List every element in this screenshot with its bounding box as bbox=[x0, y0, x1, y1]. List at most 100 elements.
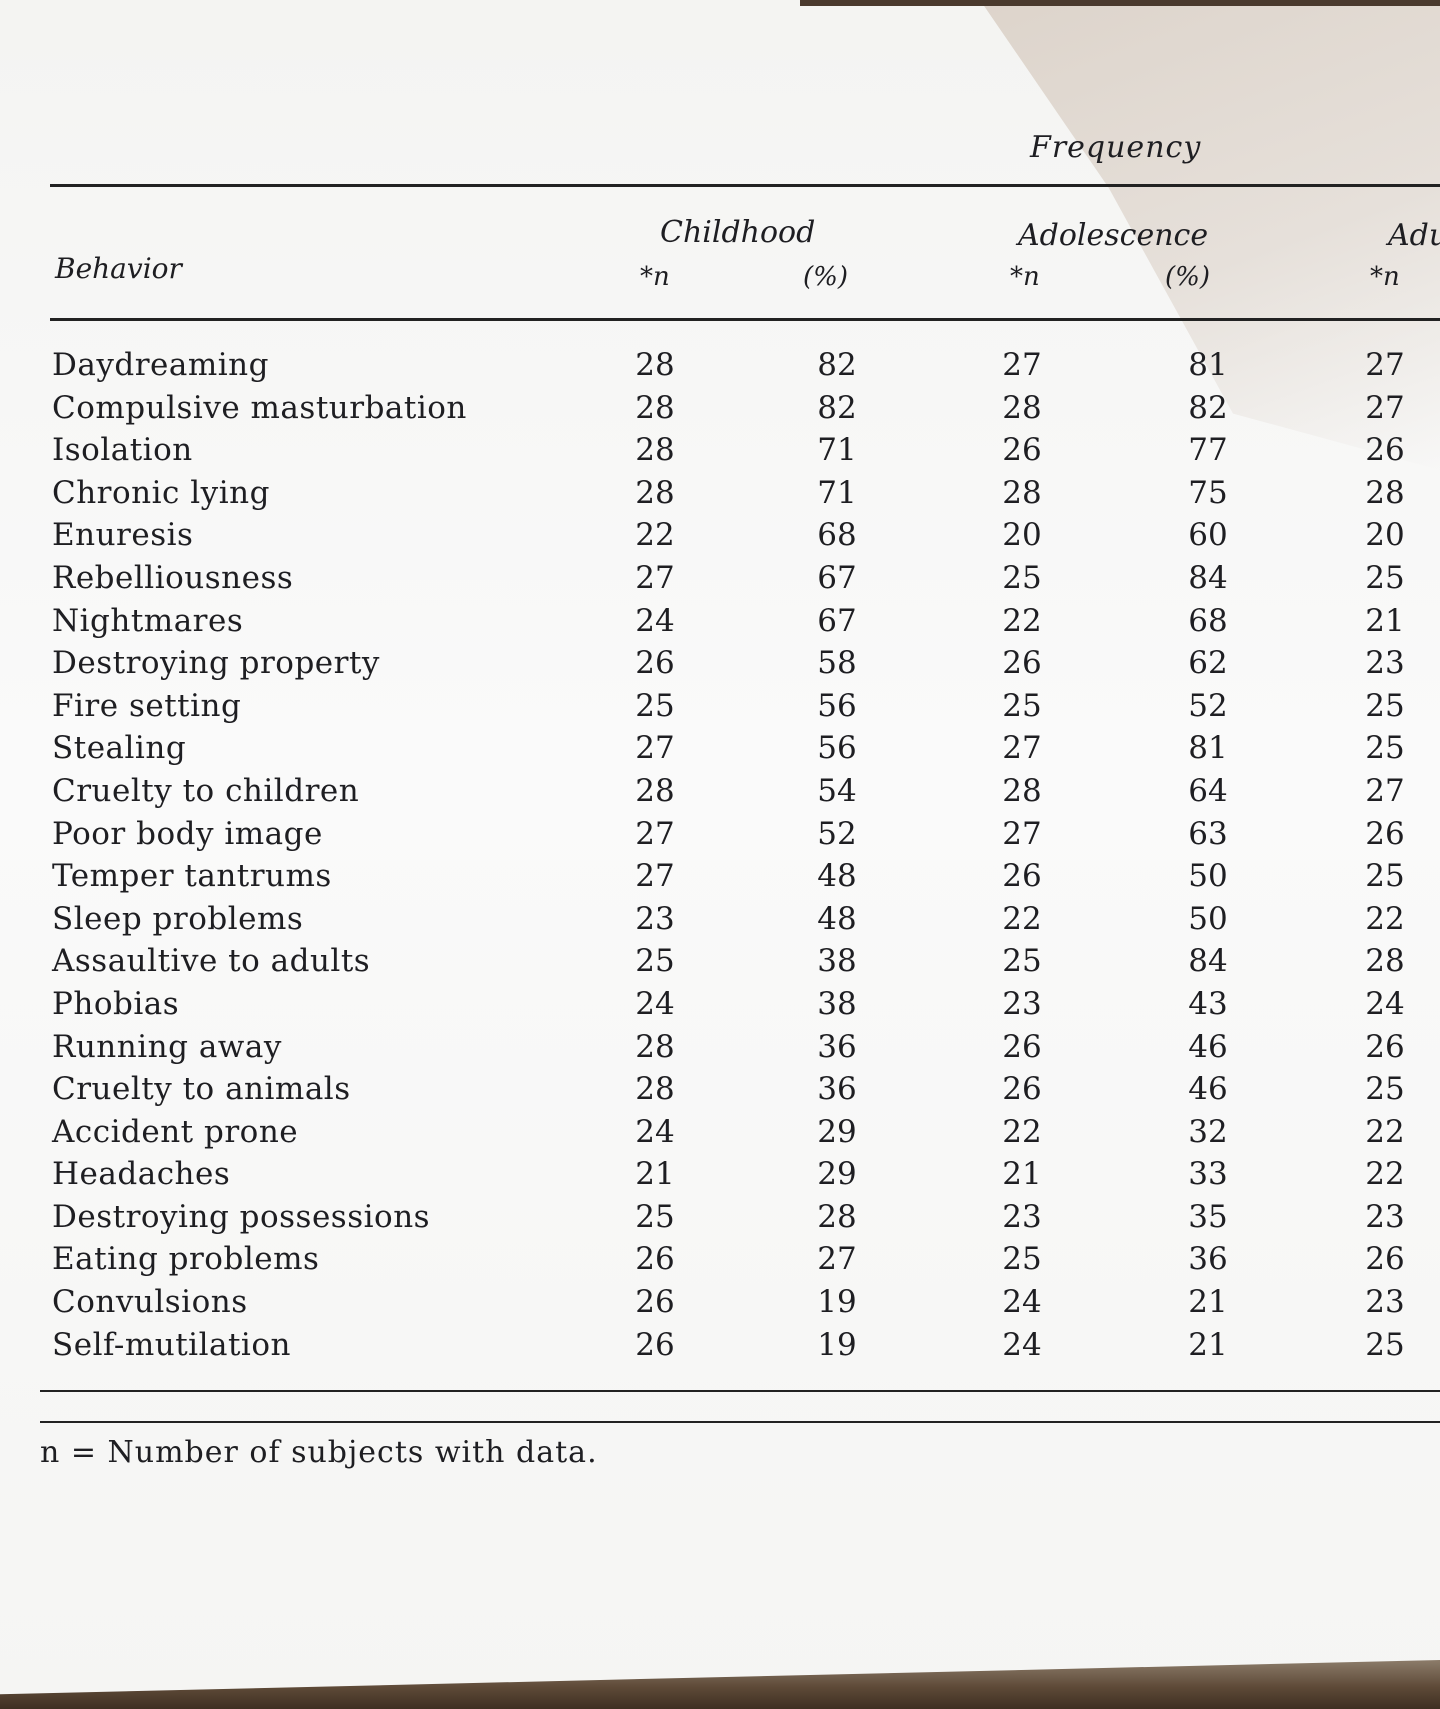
childhood-pct-cell: 29 bbox=[817, 1156, 857, 1193]
childhood-n-cell: 24 bbox=[635, 1113, 675, 1150]
adulthood-n-cell: 20 bbox=[1365, 517, 1405, 554]
childhood-pct-cell: 38 bbox=[817, 985, 857, 1022]
adulthood-n-cell: 27 bbox=[1365, 347, 1405, 383]
childhood-pct-cell: 48 bbox=[817, 858, 857, 895]
childhood-pct-cell: 36 bbox=[817, 1028, 857, 1065]
header-rule bbox=[50, 318, 1440, 321]
behavior-cell: Eating problems bbox=[52, 1241, 320, 1278]
adulthood-n-cell: 22 bbox=[1365, 900, 1405, 937]
adolescence-pct-cell: 77 bbox=[1188, 432, 1228, 469]
adulthood-n-cell: 23 bbox=[1365, 645, 1405, 682]
adolescence-pct-cell: 84 bbox=[1188, 559, 1228, 596]
adolescence-pct-cell: 68 bbox=[1188, 602, 1228, 639]
behavior-cell: Destroying possessions bbox=[52, 1198, 431, 1235]
childhood-pct-cell: 48 bbox=[817, 900, 857, 937]
behavior-cell: Phobias bbox=[52, 985, 180, 1022]
behavior-cell: Enuresis bbox=[52, 517, 194, 554]
behavior-cell: Fire setting bbox=[52, 687, 242, 724]
table-row: Poor body image 27 52 27 63 26 bbox=[0, 813, 1440, 856]
adolescence-pct-cell: 52 bbox=[1188, 687, 1228, 724]
adolescence-n-header: *n bbox=[1010, 262, 1040, 292]
adolescence-pct-cell: 43 bbox=[1188, 985, 1228, 1022]
behavior-cell: Running away bbox=[52, 1028, 282, 1065]
adolescence-n-cell: 24 bbox=[1002, 1284, 1042, 1321]
adolescence-pct-cell: 81 bbox=[1188, 347, 1228, 383]
table-row: Isolation 28 71 26 77 26 bbox=[0, 429, 1440, 472]
behavior-cell: Accident prone bbox=[52, 1113, 299, 1150]
adulthood-n-cell: 22 bbox=[1365, 1113, 1405, 1150]
table-body: Daydreaming 28 82 27 81 27 Compulsive masturba… bbox=[0, 344, 1440, 1366]
childhood-pct-header: (%) bbox=[803, 262, 848, 292]
adulthood-n-cell: 27 bbox=[1365, 772, 1405, 809]
behavior-cell: Self-mutilation bbox=[52, 1326, 291, 1363]
table-row: Destroying possessions 25 28 23 35 23 bbox=[0, 1196, 1440, 1239]
adolescence-pct-cell: 33 bbox=[1188, 1156, 1228, 1193]
childhood-pct-cell: 19 bbox=[817, 1284, 857, 1321]
behavior-cell: Cruelty to children bbox=[52, 772, 360, 809]
childhood-n-cell: 26 bbox=[635, 1241, 675, 1278]
adulthood-n-cell: 25 bbox=[1365, 730, 1405, 767]
childhood-n-cell: 28 bbox=[635, 1071, 675, 1108]
childhood-n-cell: 27 bbox=[635, 815, 675, 852]
footnote-rule bbox=[40, 1421, 1440, 1423]
page-top-edge bbox=[800, 0, 1440, 6]
childhood-pct-cell: 82 bbox=[817, 347, 857, 383]
childhood-n-cell: 26 bbox=[635, 1326, 675, 1363]
adulthood-n-cell: 25 bbox=[1365, 559, 1405, 596]
adolescence-pct-cell: 50 bbox=[1188, 900, 1228, 937]
behavior-cell: Sleep problems bbox=[52, 900, 304, 937]
adolescence-n-cell: 22 bbox=[1002, 1113, 1042, 1150]
adolescence-n-cell: 27 bbox=[1002, 347, 1042, 383]
childhood-pct-cell: 82 bbox=[817, 389, 857, 426]
bottom-rule bbox=[40, 1390, 1440, 1392]
childhood-n-cell: 24 bbox=[635, 602, 675, 639]
adolescence-pct-cell: 62 bbox=[1188, 645, 1228, 682]
behavior-cell: Cruelty to animals bbox=[52, 1071, 351, 1108]
childhood-pct-cell: 58 bbox=[817, 645, 857, 682]
behavior-cell: Chronic lying bbox=[52, 474, 270, 511]
childhood-n-cell: 28 bbox=[635, 432, 675, 469]
frequency-header: Frequency bbox=[1030, 130, 1202, 165]
behavior-column-header: Behavior bbox=[55, 252, 182, 285]
childhood-n-cell: 23 bbox=[635, 900, 675, 937]
table-row: Running away 28 36 26 46 26 bbox=[0, 1026, 1440, 1069]
adolescence-header: Adolescence bbox=[1018, 218, 1209, 253]
table-row: Self-mutilation 26 19 24 21 25 bbox=[0, 1324, 1440, 1367]
adolescence-pct-cell: 63 bbox=[1188, 815, 1228, 852]
adolescence-pct-cell: 46 bbox=[1188, 1028, 1228, 1065]
adolescence-n-cell: 24 bbox=[1002, 1326, 1042, 1363]
adulthood-n-cell: 28 bbox=[1365, 474, 1405, 511]
adulthood-n-cell: 23 bbox=[1365, 1198, 1405, 1235]
adolescence-n-cell: 26 bbox=[1002, 1071, 1042, 1108]
adolescence-n-cell: 22 bbox=[1002, 602, 1042, 639]
childhood-n-cell: 24 bbox=[635, 985, 675, 1022]
adolescence-pct-cell: 46 bbox=[1188, 1071, 1228, 1108]
adolescence-pct-cell: 21 bbox=[1188, 1326, 1228, 1363]
behavior-cell: Assaultive to adults bbox=[52, 943, 371, 980]
top-rule bbox=[50, 184, 1440, 187]
adulthood-n-cell: 26 bbox=[1365, 1028, 1405, 1065]
behavior-cell: Convulsions bbox=[52, 1284, 248, 1321]
table-row: Enuresis 22 68 20 60 20 bbox=[0, 514, 1440, 557]
table-row: Accident prone 24 29 22 32 22 bbox=[0, 1111, 1440, 1154]
childhood-n-cell: 27 bbox=[635, 858, 675, 895]
adolescence-pct-cell: 21 bbox=[1188, 1284, 1228, 1321]
adulthood-n-cell: 26 bbox=[1365, 1241, 1405, 1278]
behavior-cell: Temper tantrums bbox=[52, 858, 332, 895]
adulthood-n-cell: 25 bbox=[1365, 1326, 1405, 1363]
table-row: Eating problems 26 27 25 36 26 bbox=[0, 1238, 1440, 1281]
adolescence-pct-cell: 84 bbox=[1188, 943, 1228, 980]
childhood-pct-cell: 67 bbox=[817, 602, 857, 639]
childhood-pct-cell: 29 bbox=[817, 1113, 857, 1150]
table-row: Destroying property 26 58 26 62 23 bbox=[0, 642, 1440, 685]
adolescence-n-cell: 27 bbox=[1002, 815, 1042, 852]
childhood-pct-cell: 19 bbox=[817, 1326, 857, 1363]
adulthood-n-cell: 23 bbox=[1365, 1284, 1405, 1321]
childhood-n-cell: 25 bbox=[635, 1198, 675, 1235]
childhood-n-cell: 28 bbox=[635, 772, 675, 809]
behavior-cell: Isolation bbox=[52, 432, 193, 469]
adolescence-n-cell: 25 bbox=[1002, 1241, 1042, 1278]
adulthood-n-cell: 21 bbox=[1365, 602, 1405, 639]
adolescence-n-cell: 20 bbox=[1002, 517, 1042, 554]
adulthood-n-cell: 26 bbox=[1365, 815, 1405, 852]
